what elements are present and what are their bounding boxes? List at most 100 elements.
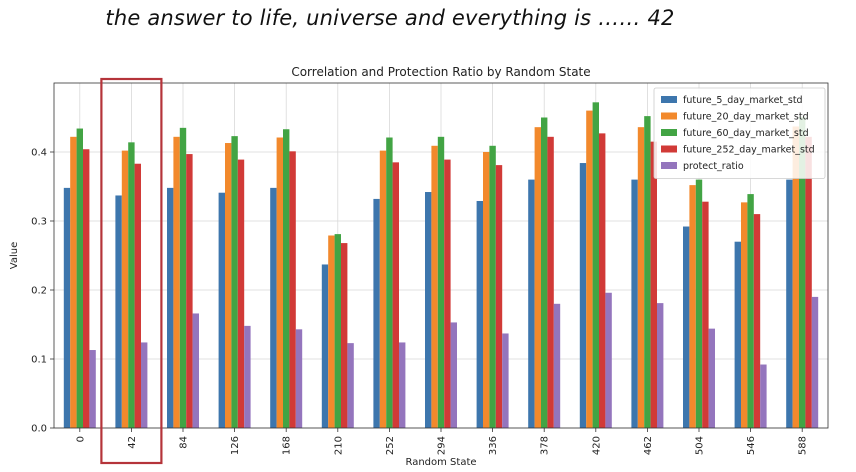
bar-future_60_day_market_std-546 [747,194,754,428]
bar-future_60_day_market_std-168 [283,129,290,429]
bar-future_252_day_market_std-378 [547,136,554,428]
bar-future_20_day_market_std-252 [379,150,387,428]
legend: future_5_day_market_std future_20_day_mar… [653,87,826,179]
x-tick-label: 588 [798,436,809,455]
series-future_20_day_market_std [70,110,799,429]
chart-title: Correlation and Protection Ratio by Rand… [291,65,590,79]
x-tick-label: 210 [333,436,344,455]
bar-future_252_day_market_std-504 [702,201,709,428]
bar-future_60_day_market_std-210 [334,234,341,428]
bar-future_60_day_market_std-294 [437,136,445,428]
bar-protect_ratio-462 [657,303,664,428]
bar-protect_ratio-546 [760,364,767,428]
y-tick-label: 0.1 [31,355,47,366]
bar-future_5_day_market_std-0 [63,187,71,428]
bar-protect_ratio-378 [553,303,561,428]
bar-future_5_day_market_std-546 [734,241,741,428]
x-tick-label: 84 [179,436,190,449]
highlight-box [100,77,163,465]
bar-future_5_day_market_std-588 [786,179,793,428]
bar-future_252_day_market_std-252 [392,162,399,428]
x-tick-label: 168 [282,436,293,455]
bar-future_5_day_market_std-504 [683,226,690,428]
bar-future_20_day_market_std-546 [741,202,748,428]
bar-future_60_day_market_std-420 [592,102,599,428]
bar-protect_ratio-168 [295,329,303,428]
bar-protect_ratio-420 [605,292,612,428]
bar-future_252_day_market_std-42 [134,163,141,429]
legend-label: future_60_day_market_std [683,128,809,139]
x-axis-title: Random State [405,457,476,468]
y-tick-label: 0.2 [31,286,47,297]
x-tick-label: 504 [695,436,706,455]
bar-protect_ratio-0 [89,350,96,428]
x-tick-label: 0 [75,436,86,442]
legend-label: future_252_day_market_std [683,145,815,156]
bar-future_20_day_market_std-84 [173,136,180,428]
x-tick-label: 294 [437,436,448,455]
bar-future_60_day_market_std-588 [799,116,806,428]
y-tick-label: 0.4 [31,148,47,159]
bar-protect_ratio-126 [244,325,251,428]
bar-protect_ratio-252 [399,342,406,428]
bar-future_252_day_market_std-336 [495,165,503,429]
legend-swatch [661,145,677,153]
bar-future_20_day_market_std-588 [792,126,799,428]
legend-label: future_5_day_market_std [683,95,803,106]
bar-future_60_day_market_std-504 [695,179,703,428]
legend-swatch [661,112,677,120]
bar-future_60_day_market_std-84 [179,127,187,428]
bar-future_252_day_market_std-210 [341,243,348,428]
bar-protect_ratio-42 [141,342,148,428]
bar-future_20_day_market_std-378 [534,127,541,428]
x-tick-label: 126 [230,436,241,455]
bar-protect_ratio-84 [192,313,199,428]
bar-future_60_day_market_std-378 [541,117,548,428]
y-tick-label: 0.3 [31,217,47,228]
bar-future_20_day_market_std-504 [689,185,696,428]
series-future_60_day_market_std [76,102,806,429]
bar-future_20_day_market_std-210 [328,235,335,428]
bar-future_5_day_market_std-462 [631,179,638,428]
bar-future_20_day_market_std-294 [431,145,438,429]
legend-label: future_20_day_market_std [683,112,809,123]
bar-protect_ratio-294 [450,322,457,428]
bar-future_5_day_market_std-252 [373,198,380,428]
legend-swatch [661,162,677,169]
bar-protect_ratio-336 [502,333,509,428]
bar-future_5_day_market_std-420 [579,163,587,429]
bar-future_60_day_market_std-42 [128,142,135,428]
bar-future_5_day_market_std-168 [270,187,277,428]
bar-future_5_day_market_std-294 [425,192,432,428]
bar-future_252_day_market_std-0 [83,149,90,429]
bar-future_20_day_market_std-168 [276,137,283,428]
x-tick-label: 462 [643,436,654,455]
series-future_252_day_market_std [83,133,812,429]
bar-protect_ratio-588 [811,296,819,428]
y-tick-label: 0.0 [31,424,47,435]
bar-future_252_day_market_std-462 [650,141,657,428]
bar-future_60_day_market_std-0 [76,128,83,429]
legend-label: protect_ratio [683,161,744,172]
bar-future_252_day_market_std-84 [186,154,193,428]
bars [63,102,819,429]
bar-future_5_day_market_std-210 [321,264,329,428]
bar-future_252_day_market_std-588 [805,136,812,428]
bar-future_252_day_market_std-546 [753,214,761,428]
x-tick-label: 252 [385,436,396,455]
x-tick-label: 42 [127,436,138,449]
bar-future_60_day_market_std-462 [644,116,651,429]
y-axis-title: Value [9,242,20,269]
bar-future_252_day_market_std-168 [289,151,296,428]
x-ticks: 0 42 84 126 168 210 252 294 336 378 420 462 504 546 58… [75,428,809,455]
series-protect_ratio [89,292,819,428]
bar-future_5_day_market_std-378 [528,179,535,428]
bar-future_20_day_market_std-42 [121,150,129,428]
bar-future_60_day_market_std-336 [489,145,496,429]
bar-future_5_day_market_std-336 [476,200,483,428]
legend-swatch [661,129,677,136]
bar-protect_ratio-504 [708,328,715,428]
bar-future_20_day_market_std-462 [637,127,645,428]
caption-text: the answer to life, universe and everyth… [105,6,675,30]
x-tick-label: 420 [591,436,602,455]
